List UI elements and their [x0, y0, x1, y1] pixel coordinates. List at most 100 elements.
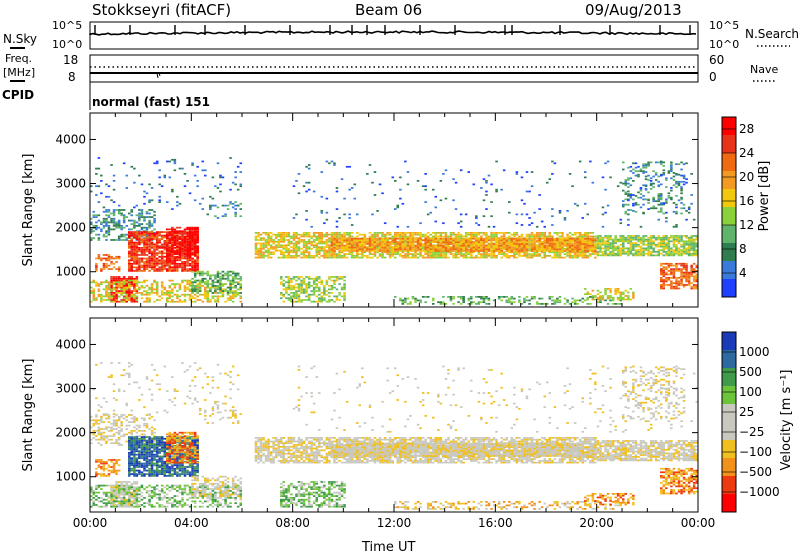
power-cell [604, 242, 607, 244]
power-cell [128, 212, 131, 215]
power-cell [528, 253, 531, 255]
power-cell [639, 251, 643, 253]
power-cell [652, 254, 655, 257]
power-cell [533, 246, 536, 249]
power-cell [510, 248, 514, 251]
power-cell [584, 256, 587, 259]
power-cell [386, 243, 389, 245]
power-cell [130, 247, 134, 249]
power-cell [115, 257, 118, 260]
power-cell [576, 248, 579, 251]
power-cell [117, 226, 121, 229]
power-cell [682, 273, 686, 276]
power-cell [259, 237, 263, 240]
power-cell [148, 293, 151, 296]
power-cell [257, 239, 260, 241]
power-cell [122, 285, 126, 287]
power-cell [406, 297, 410, 300]
power-cell [143, 245, 146, 248]
power-cell [599, 251, 602, 253]
power-cell [330, 276, 334, 278]
power-cell [502, 241, 506, 244]
power-cell [128, 234, 131, 237]
power-cell [634, 235, 638, 237]
power-cell [133, 232, 136, 235]
power-cell [335, 235, 339, 238]
power-cell [236, 281, 240, 284]
power-cell [138, 247, 141, 249]
power-cell [457, 235, 460, 238]
power-cell [480, 248, 483, 251]
power-cell [348, 246, 351, 249]
power-cell [426, 251, 430, 254]
power-cell [216, 272, 220, 275]
power-cell [406, 244, 410, 247]
power-cell [528, 255, 531, 257]
power-cell [538, 246, 541, 249]
power-cell [566, 241, 569, 244]
power-cell [92, 288, 96, 291]
power-cell [376, 250, 379, 252]
power-cell [292, 297, 296, 300]
power-cell [660, 249, 663, 251]
power-cell [406, 253, 410, 255]
power-cell [672, 252, 676, 255]
power-cell [647, 249, 650, 251]
power-cell [125, 239, 129, 241]
power-cell [343, 256, 346, 259]
power-cell [482, 301, 486, 304]
power-cell [619, 249, 623, 251]
power-cell [510, 297, 514, 300]
power-cell [295, 232, 298, 234]
power-cell [520, 241, 524, 244]
power-cell [292, 247, 296, 250]
power-cell [447, 237, 450, 240]
power-cell [685, 251, 688, 253]
power-cell [110, 261, 113, 263]
power-cell [556, 250, 559, 252]
power-cell [193, 242, 197, 245]
power-cell [680, 251, 683, 253]
power-cell [280, 277, 283, 280]
power-cell [677, 277, 681, 279]
power-cell [629, 252, 633, 255]
power-cell [315, 242, 319, 245]
power-cell [591, 235, 595, 238]
freq-label-1: Freq. [5, 52, 32, 65]
power-cell [226, 272, 230, 275]
power-cell [158, 255, 161, 258]
power-cell [399, 244, 402, 247]
power-cell [97, 214, 101, 217]
power-cell [586, 239, 590, 242]
power-cell [480, 243, 483, 245]
power-cell [122, 209, 126, 211]
power-cell [594, 296, 597, 298]
power-cell [675, 278, 678, 281]
power-cell [193, 293, 197, 296]
power-cell [459, 243, 463, 245]
power-cell [153, 300, 156, 303]
power-cell [670, 264, 673, 267]
power-cell [477, 237, 481, 240]
power-cell [487, 299, 491, 302]
power-cell [480, 256, 483, 259]
power-cell [520, 255, 524, 257]
power-cell [302, 279, 306, 282]
power-cell [680, 280, 683, 283]
power-cell [216, 300, 220, 303]
power-cell [543, 237, 547, 240]
power-cell [323, 246, 326, 248]
power-cell [105, 232, 108, 234]
power-cell [368, 232, 372, 234]
power-cell [282, 240, 286, 243]
power-cell [133, 299, 136, 301]
power-cell [589, 237, 592, 240]
power-cell [672, 285, 676, 288]
power-cell [176, 268, 179, 270]
power-cell [677, 247, 681, 250]
power-cell [193, 232, 197, 235]
power-cell [150, 286, 154, 289]
power-cell [133, 226, 136, 229]
power-cell [366, 243, 369, 245]
power-cell [462, 239, 465, 242]
